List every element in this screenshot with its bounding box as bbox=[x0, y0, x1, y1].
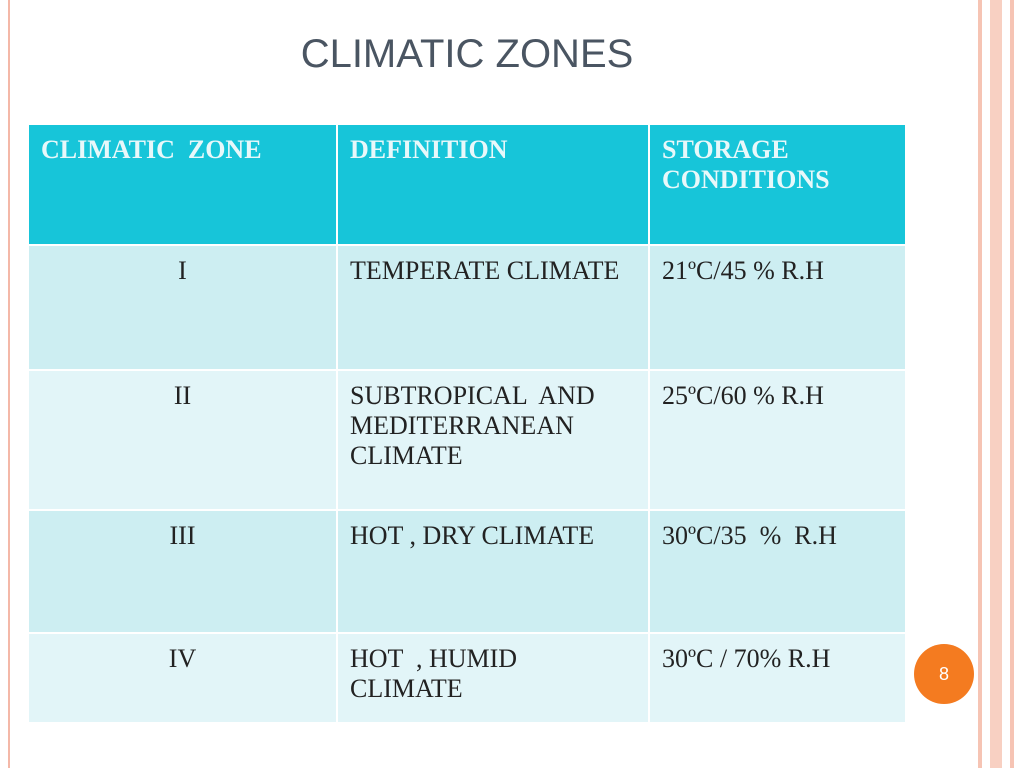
zone-cell: I bbox=[27, 244, 337, 370]
border-right bbox=[978, 0, 982, 768]
definition-cell: HOT , HUMID CLIMATE bbox=[336, 632, 649, 722]
storage-cell: 25ºC/60 % R.H bbox=[648, 369, 905, 510]
column-header: DEFINITION bbox=[336, 123, 649, 245]
column-header: STORAGE CONDITIONS bbox=[648, 123, 905, 245]
definition-cell: TEMPERATE CLIMATE bbox=[336, 244, 649, 370]
storage-cell: 30ºC / 70% R.H bbox=[648, 632, 905, 722]
storage-cell: 21ºC/45 % R.H bbox=[648, 244, 905, 370]
table-row: I TEMPERATE CLIMATE 21ºC/45 % R.H bbox=[27, 244, 905, 370]
definition-cell: HOT , DRY CLIMATE bbox=[336, 509, 649, 633]
definition-cell: SUBTROPICAL AND MEDITERRANEAN CLIMATE bbox=[336, 369, 649, 510]
page-number: 8 bbox=[914, 644, 974, 704]
climate-table: CLIMATIC ZONE DEFINITION STORAGE CONDITI… bbox=[27, 123, 905, 722]
border-right bbox=[1010, 0, 1014, 768]
table-row: II SUBTROPICAL AND MEDITERRANEAN CLIMATE 2… bbox=[27, 369, 905, 510]
header-row: CLIMATIC ZONE DEFINITION STORAGE CONDITI… bbox=[27, 123, 905, 245]
table-row: IV HOT , HUMID CLIMATE 30ºC / 70% R.H bbox=[27, 632, 905, 722]
zone-cell: III bbox=[27, 509, 337, 633]
zone-cell: IV bbox=[27, 632, 337, 722]
zone-cell: II bbox=[27, 369, 337, 510]
border-left bbox=[8, 0, 10, 768]
table-row: III HOT , DRY CLIMATE 30ºC/35 % R.H bbox=[27, 509, 905, 633]
border-right bbox=[990, 0, 1002, 768]
column-header: CLIMATIC ZONE bbox=[27, 123, 337, 245]
storage-cell: 30ºC/35 % R.H bbox=[648, 509, 905, 633]
slide-title: CLIMATIC ZONES bbox=[300, 32, 634, 76]
